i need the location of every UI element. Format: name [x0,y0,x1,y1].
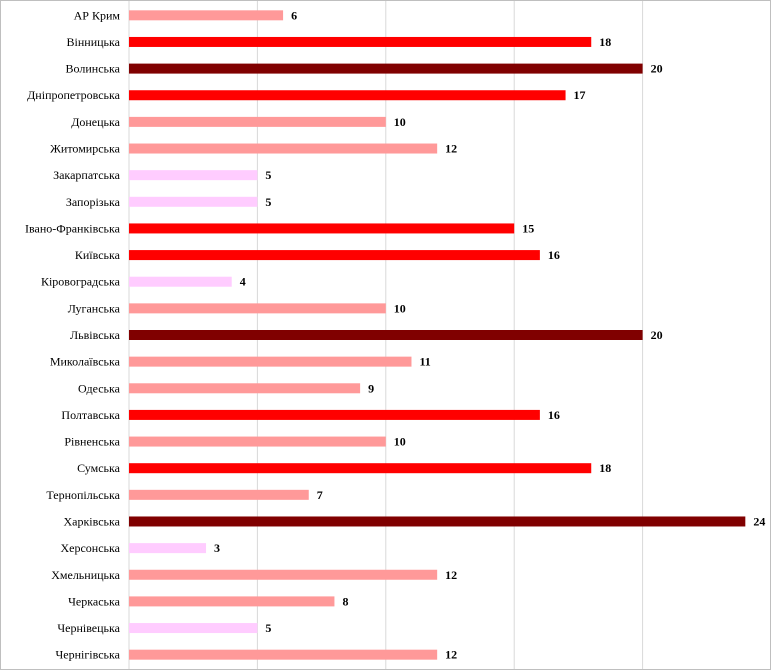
category-label: Івано-Франківська [25,221,121,235]
category-label: Чернігівська [55,648,120,662]
bar [129,436,386,447]
category-label: Черкаська [68,594,121,608]
bar [129,623,258,634]
category-label: АР Крим [74,8,121,22]
bar [129,409,540,420]
value-label: 24 [753,514,765,528]
bar [129,250,540,261]
bar [129,356,412,367]
category-label: Донецька [71,115,120,129]
category-label: Кіровоградська [41,275,121,289]
bars-group [129,10,746,660]
category-label: Тернопільська [46,488,120,502]
category-label: Херсонська [60,541,120,555]
category-label: Київська [75,248,121,262]
value-labels: 6 18 20 17 10 12 5 5 15 16 4 10 20 11 9 16 10 18 7 24 3 12 8 5 1… [214,8,765,661]
value-label: 5 [265,168,271,182]
value-label: 10 [394,301,406,315]
category-label: Вінницька [67,35,121,49]
value-label: 18 [599,461,611,475]
bar [129,196,258,207]
category-label: Одеська [78,381,121,395]
bar [129,276,232,287]
bar [129,303,386,314]
category-label: Чернівецька [57,621,120,635]
value-label: 20 [651,328,663,342]
bar [129,63,643,74]
bar [129,170,258,181]
value-label: 15 [522,221,534,235]
category-label: Дніпропетровська [27,88,121,102]
bar [129,596,335,607]
category-label: Житомирська [50,142,120,156]
value-label: 5 [265,195,271,209]
bar [129,90,566,101]
category-label: Закарпатська [53,168,121,182]
value-label: 20 [651,62,663,76]
category-label: Рівненська [64,435,120,449]
bar [129,649,438,660]
bar [129,463,592,474]
bar [129,223,515,234]
category-labels: АР Крим Вінницька Волинська Дніпропетровськ… [25,8,121,661]
bar [129,543,207,554]
value-label: 7 [317,488,323,502]
value-label: 12 [445,142,457,156]
value-label: 4 [240,275,246,289]
bar [129,330,643,340]
value-label: 17 [574,88,586,102]
bar [129,10,284,21]
value-label: 6 [291,8,297,22]
category-label: Сумська [77,461,121,475]
value-label: 8 [342,594,348,608]
value-label: 16 [548,248,560,262]
bar [129,383,361,394]
category-label: Волинська [66,62,121,76]
value-label: 12 [445,648,457,662]
category-label: Запорізька [66,195,121,209]
category-label: Харківська [63,514,120,528]
category-label: Хмельницька [51,568,120,582]
category-label: Миколаївська [50,355,121,369]
value-label: 11 [419,355,430,369]
value-label: 18 [599,35,611,49]
category-label: Луганська [68,301,121,315]
category-label: Полтавська [61,408,120,422]
category-label: Львівська [70,328,121,342]
value-label: 10 [394,115,406,129]
value-label: 3 [214,541,220,555]
value-label: 9 [368,381,374,395]
value-label: 10 [394,435,406,449]
bar [129,116,386,127]
bar [129,143,438,154]
bar [129,36,592,47]
bar [129,489,309,500]
bar [129,516,746,527]
value-label: 16 [548,408,560,422]
value-label: 12 [445,568,457,582]
value-label: 5 [265,621,271,635]
bar [129,569,438,580]
